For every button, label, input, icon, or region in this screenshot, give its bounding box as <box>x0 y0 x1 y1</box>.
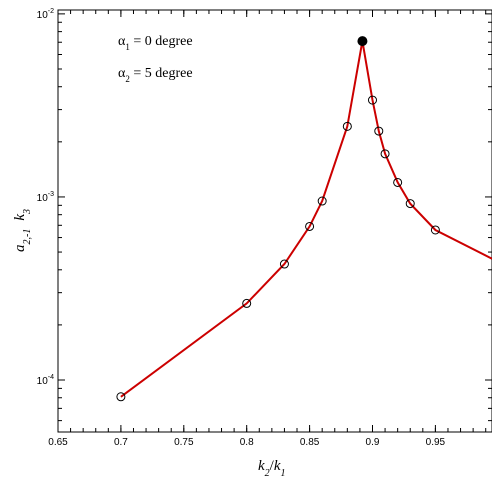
plot-frame <box>57 9 492 433</box>
data-point <box>116 392 126 402</box>
data-point <box>317 196 327 206</box>
data-point <box>367 95 377 105</box>
y-tick-label: 10-2 <box>37 8 54 21</box>
axis-ticks <box>57 10 492 432</box>
data-point <box>342 121 352 131</box>
x-tick-labels: 0.65 0.7 0.75 0.8 0.85 0.9 0.95 <box>48 437 445 448</box>
data-point <box>279 259 289 269</box>
annotation-alpha-2: α2 = 5 degree <box>118 66 193 84</box>
annotation-greek: α <box>118 34 126 49</box>
x-tick-label: 0.85 <box>300 437 320 448</box>
y-tick-exponent: -4 <box>48 374 54 381</box>
y-tick-exponent: -3 <box>48 191 54 198</box>
annotation-text: = 5 degree <box>130 66 193 81</box>
x-axis-title: k2/k1 <box>258 458 286 479</box>
y-tick-labels: 10-410-310-2 <box>37 8 54 387</box>
y-tick-mantissa: 10 <box>37 376 49 387</box>
data-point <box>305 221 315 231</box>
data-markers <box>116 36 440 402</box>
annotation-alpha-1: α1 = 0 degree <box>118 34 193 52</box>
x-tick-label: 0.95 <box>426 437 446 448</box>
y-axis-title: a2,-1k3 <box>12 209 33 252</box>
x-tick-label: 0.8 <box>240 437 254 448</box>
peak-data-point <box>357 36 368 47</box>
y-tick-mantissa: 10 <box>37 193 49 204</box>
series-line <box>120 40 492 398</box>
annotation-subscript: 1 <box>125 42 130 52</box>
y-tick-exponent: -2 <box>48 8 54 15</box>
data-point <box>374 126 384 136</box>
annotation-greek: α <box>118 66 126 81</box>
y-tick-mantissa: 10 <box>37 10 49 21</box>
y-tick-label: 10-4 <box>37 374 54 387</box>
x-tick-label: 0.75 <box>174 437 194 448</box>
x-tick-label: 0.7 <box>114 437 128 448</box>
data-point <box>430 225 440 235</box>
data-point <box>242 298 252 308</box>
data-point <box>405 199 415 209</box>
y-tick-label: 10-3 <box>37 191 54 204</box>
annotation-text: = 0 degree <box>130 34 193 49</box>
x-tick-label: 0.65 <box>48 437 68 448</box>
data-point <box>393 177 403 187</box>
x-tick-label: 0.9 <box>366 437 380 448</box>
annotation-subscript: 2 <box>125 74 130 84</box>
data-point <box>380 149 390 159</box>
